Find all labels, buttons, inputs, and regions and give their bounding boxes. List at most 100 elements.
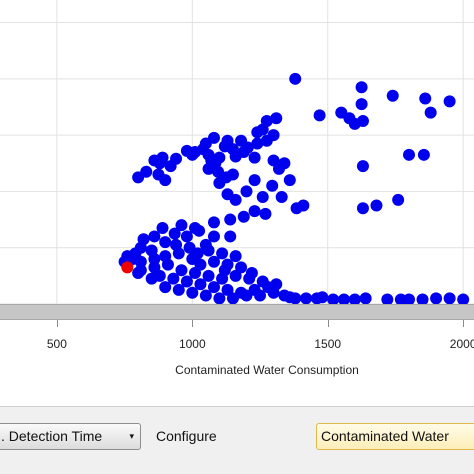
data-point xyxy=(168,227,181,240)
data-point xyxy=(355,98,368,111)
data-point xyxy=(316,291,329,304)
data-point xyxy=(180,230,193,243)
data-point xyxy=(356,202,369,215)
data-point xyxy=(297,199,310,212)
data-point xyxy=(443,95,456,108)
bottom-toolbar: . Detection Time ▾ Configure Contaminate… xyxy=(0,407,474,474)
highlighted-data-point xyxy=(121,261,134,274)
data-point xyxy=(213,292,226,304)
x-tick-label: 1500 xyxy=(314,337,342,351)
data-point xyxy=(207,230,220,243)
x-tick-mark xyxy=(192,320,193,327)
data-point xyxy=(159,174,172,187)
data-point xyxy=(145,272,158,285)
data-point xyxy=(272,162,285,175)
data-point xyxy=(202,162,215,175)
data-point xyxy=(266,179,279,192)
data-point xyxy=(348,117,361,130)
x-tick-mark xyxy=(328,320,329,327)
chevron-down-icon: ▾ xyxy=(129,431,134,441)
data-point xyxy=(381,293,394,304)
data-point xyxy=(248,205,261,218)
data-point xyxy=(262,281,275,294)
data-point xyxy=(156,222,169,234)
data-point xyxy=(416,293,429,304)
data-point xyxy=(229,193,242,206)
horizontal-scrollbar[interactable] xyxy=(0,304,474,320)
data-point xyxy=(202,269,215,282)
data-point xyxy=(443,292,456,304)
data-point xyxy=(283,291,296,304)
data-point xyxy=(327,293,340,304)
data-point xyxy=(356,160,369,173)
data-point xyxy=(226,292,239,304)
data-point xyxy=(202,244,215,257)
data-point xyxy=(148,230,161,243)
data-point xyxy=(199,289,212,302)
data-point xyxy=(430,292,443,304)
x-tick-label: 500 xyxy=(46,337,67,351)
data-point xyxy=(251,126,264,139)
x-axis-title: Contaminated Water Consumption xyxy=(175,363,359,377)
data-point xyxy=(313,109,326,122)
data-point xyxy=(161,258,174,271)
data-point xyxy=(240,289,253,302)
data-point xyxy=(159,236,172,249)
scatter-plot-area xyxy=(0,0,474,304)
data-point xyxy=(229,269,242,282)
data-point xyxy=(229,150,242,163)
configure-button[interactable]: Configure xyxy=(156,428,217,444)
data-point xyxy=(402,293,415,304)
data-point xyxy=(193,224,206,237)
data-point xyxy=(392,193,405,206)
data-point xyxy=(186,286,199,299)
data-point xyxy=(148,252,161,265)
data-point xyxy=(175,219,188,232)
data-point xyxy=(248,151,261,164)
x-metric-dropdown[interactable]: Contaminated Water xyxy=(316,423,474,450)
data-point xyxy=(419,92,432,105)
data-point xyxy=(207,255,220,268)
data-point xyxy=(175,264,188,277)
data-point xyxy=(457,293,470,304)
data-point xyxy=(134,255,147,268)
scatter-chart xyxy=(0,0,474,304)
x-axis: 500 1000 1500 2000 xyxy=(0,320,474,380)
x-tick-label: 2000 xyxy=(449,337,474,351)
data-point xyxy=(237,210,250,223)
x-metric-dropdown-label: Contaminated Water xyxy=(321,428,449,444)
data-point xyxy=(256,191,269,204)
data-point xyxy=(224,230,237,243)
data-point xyxy=(300,292,313,304)
data-point xyxy=(424,106,437,119)
data-point xyxy=(359,292,372,304)
data-point xyxy=(207,216,220,229)
data-point xyxy=(260,134,273,147)
x-tick-mark xyxy=(57,320,58,327)
data-point xyxy=(172,247,185,260)
data-point xyxy=(270,112,283,125)
data-point xyxy=(337,293,350,304)
data-point xyxy=(355,81,368,94)
data-point xyxy=(191,247,204,260)
data-point xyxy=(164,160,177,173)
data-point xyxy=(275,191,288,204)
data-point xyxy=(402,148,415,161)
data-point xyxy=(213,176,226,189)
data-point xyxy=(218,264,231,277)
y-metric-dropdown[interactable]: . Detection Time ▾ xyxy=(0,423,141,450)
data-point xyxy=(348,293,361,304)
data-point xyxy=(386,89,399,102)
data-point xyxy=(240,185,253,198)
x-tick-label: 1000 xyxy=(178,337,206,351)
data-point xyxy=(153,157,166,170)
data-point xyxy=(207,281,220,294)
data-point xyxy=(254,289,267,302)
data-point xyxy=(132,171,145,184)
data-point xyxy=(186,148,199,161)
data-point xyxy=(229,250,242,263)
toolbar-separator xyxy=(0,406,474,407)
y-metric-dropdown-label: . Detection Time xyxy=(1,428,103,444)
data-point xyxy=(283,174,296,187)
x-tick-mark xyxy=(463,320,464,327)
